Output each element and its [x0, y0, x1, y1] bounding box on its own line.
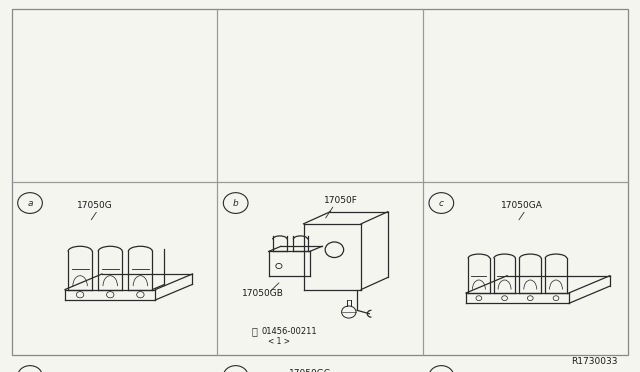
Text: 01456-00211: 01456-00211: [261, 327, 317, 336]
Text: 17050GC: 17050GC: [289, 369, 331, 372]
Text: b: b: [233, 199, 239, 208]
Text: 17050GB: 17050GB: [242, 289, 284, 298]
Text: 17050GA: 17050GA: [501, 201, 543, 210]
Text: Ⓢ: Ⓢ: [252, 326, 257, 336]
Text: a: a: [28, 199, 33, 208]
Text: 17050F: 17050F: [324, 196, 358, 205]
Text: 17050G: 17050G: [77, 201, 113, 210]
Text: < 1 >: < 1 >: [268, 337, 290, 346]
Text: R1730033: R1730033: [571, 357, 618, 366]
Text: c: c: [439, 199, 444, 208]
